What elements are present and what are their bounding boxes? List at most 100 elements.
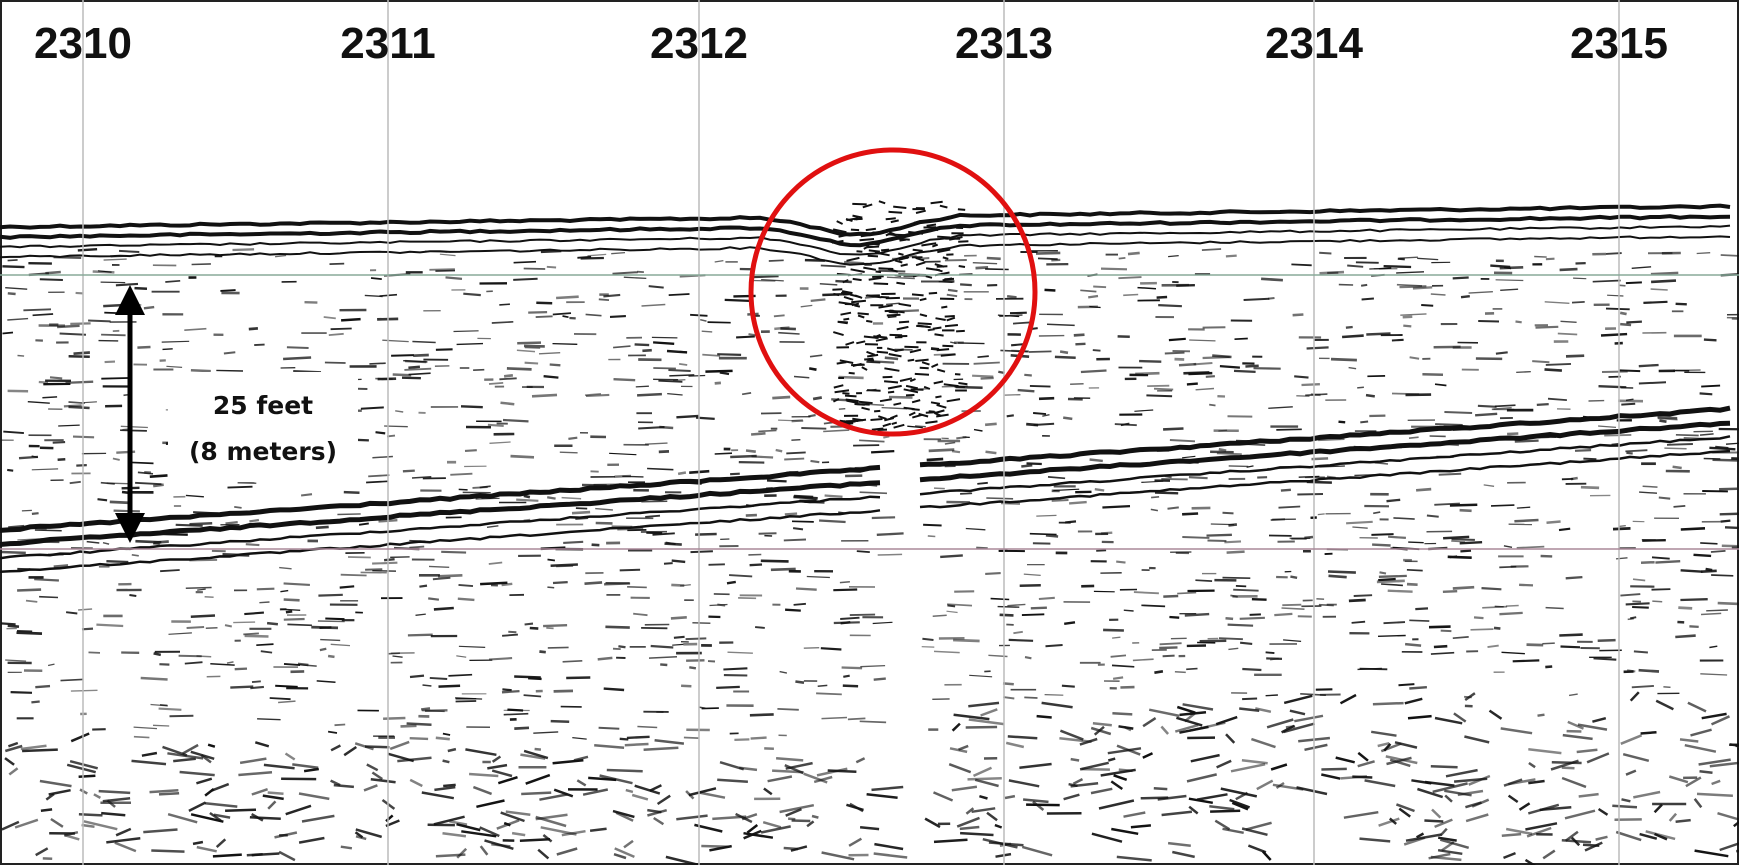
texture-stroke <box>1228 524 1237 525</box>
texture-stroke <box>325 363 346 364</box>
texture-stroke <box>101 378 129 379</box>
texture-stroke <box>939 282 953 283</box>
texture-stroke <box>548 647 569 648</box>
texture-stroke <box>937 266 948 267</box>
texture-stroke <box>636 386 649 387</box>
texture-stroke <box>851 230 859 231</box>
texture-stroke <box>1112 637 1120 638</box>
texture-stroke <box>627 587 647 588</box>
texture-stroke <box>923 525 942 526</box>
texture-stroke <box>1398 259 1405 260</box>
texture-stroke <box>888 317 897 318</box>
texture-stroke <box>1170 440 1195 441</box>
texture-stroke <box>1676 435 1699 436</box>
texture-stroke <box>1354 447 1362 448</box>
texture-stroke <box>717 354 741 355</box>
texture-stroke <box>1409 437 1419 438</box>
texture-stroke <box>1 623 16 624</box>
texture-stroke <box>316 527 329 528</box>
texture-stroke <box>1071 759 1079 760</box>
texture-stroke <box>1200 641 1227 642</box>
texture-stroke <box>187 627 205 628</box>
texture-stroke <box>898 254 903 255</box>
texture-stroke <box>1274 614 1292 615</box>
texture-stroke <box>1435 424 1463 425</box>
texture-stroke <box>1319 253 1331 254</box>
texture-stroke <box>645 516 660 517</box>
texture-stroke <box>1409 620 1429 621</box>
texture-stroke <box>476 498 500 499</box>
texture-stroke <box>1494 628 1500 629</box>
texture-stroke <box>1482 607 1507 608</box>
texture-stroke <box>933 229 939 230</box>
texture-stroke <box>1427 516 1439 517</box>
texture-stroke <box>679 364 687 365</box>
texture-stroke <box>1266 658 1282 659</box>
texture-stroke <box>31 702 39 703</box>
texture-stroke <box>532 395 557 396</box>
texture-stroke <box>463 294 481 295</box>
texture-stroke <box>1621 404 1635 405</box>
texture-stroke <box>35 530 62 531</box>
texture-stroke <box>32 513 39 514</box>
texture-stroke <box>1123 295 1138 296</box>
texture-stroke <box>1358 668 1382 669</box>
texture-stroke <box>144 307 154 308</box>
texture-stroke <box>560 452 578 453</box>
texture-stroke <box>1195 580 1212 581</box>
texture-stroke <box>1022 614 1044 615</box>
texture-stroke <box>653 368 676 369</box>
texture-stroke <box>653 342 674 343</box>
texture-stroke <box>1652 601 1662 602</box>
texture-stroke <box>40 279 63 280</box>
texture-stroke <box>1352 622 1366 623</box>
texture-stroke <box>1619 526 1625 527</box>
texture-stroke <box>78 609 92 610</box>
texture-stroke <box>525 348 540 349</box>
texture-stroke <box>419 586 427 587</box>
texture-stroke <box>257 719 281 720</box>
texture-stroke <box>1209 405 1215 406</box>
texture-stroke <box>1602 372 1628 373</box>
texture-stroke <box>1581 487 1599 488</box>
texture-stroke <box>450 474 472 475</box>
texture-stroke <box>502 691 520 692</box>
texture-stroke <box>1293 315 1304 316</box>
texture-stroke <box>1219 638 1243 639</box>
texture-stroke <box>638 427 664 428</box>
texture-stroke <box>960 493 972 494</box>
texture-stroke <box>205 597 214 598</box>
texture-stroke <box>840 618 859 619</box>
texture-stroke <box>245 636 269 637</box>
texture-stroke <box>243 633 259 634</box>
annotation-text: (8 meters) <box>189 437 337 466</box>
texture-stroke <box>1478 321 1499 322</box>
texture-stroke <box>1527 645 1544 646</box>
texture-stroke <box>876 272 881 273</box>
texture-stroke <box>1070 384 1084 385</box>
texture-stroke <box>1641 732 1657 733</box>
texture-stroke <box>792 821 811 822</box>
texture-stroke <box>141 678 168 680</box>
texture-stroke <box>106 561 128 562</box>
texture-stroke <box>1384 266 1412 267</box>
texture-stroke <box>577 257 591 258</box>
texture-stroke <box>1659 498 1670 499</box>
texture-stroke <box>489 658 512 659</box>
texture-stroke <box>734 739 749 740</box>
texture-stroke <box>1031 608 1047 609</box>
texture-stroke <box>1407 570 1423 571</box>
texture-stroke <box>658 381 682 382</box>
texture-stroke <box>755 627 765 628</box>
texture-stroke <box>874 283 889 284</box>
texture-stroke <box>499 378 516 379</box>
texture-stroke <box>1655 561 1680 562</box>
texture-stroke <box>402 378 421 379</box>
texture-stroke <box>1673 467 1682 468</box>
texture-stroke <box>1154 389 1173 390</box>
texture-stroke <box>563 542 583 543</box>
texture-stroke <box>1694 555 1712 556</box>
texture-stroke <box>1664 448 1686 449</box>
texture-stroke <box>866 321 872 322</box>
texture-stroke <box>945 325 958 326</box>
